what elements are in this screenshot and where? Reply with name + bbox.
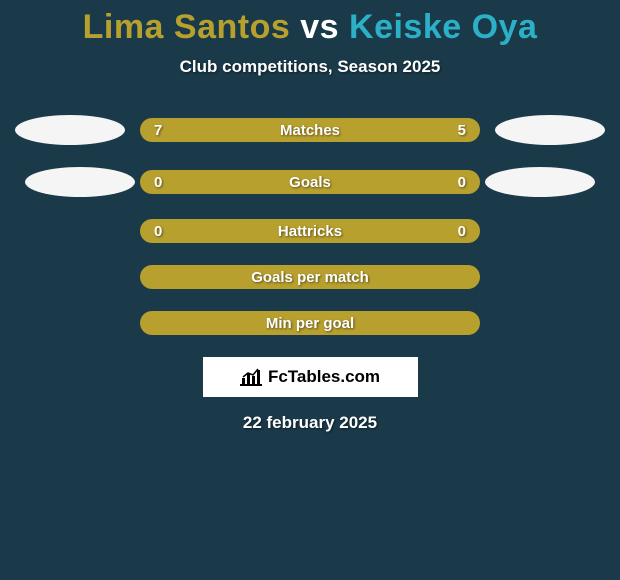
stat-row: Goals per match xyxy=(0,265,620,289)
bar-slot: Min per goal xyxy=(140,311,480,335)
stat-label: Min per goal xyxy=(266,315,354,332)
right-slot xyxy=(480,115,620,145)
bar-slot: Goals per match xyxy=(140,265,480,289)
right-slot xyxy=(480,167,620,197)
stat-row: 7 Matches 5 xyxy=(0,115,620,145)
stat-right-value: 0 xyxy=(458,174,466,191)
stat-rows: 7 Matches 5 0 Goals 0 0 Hattricks 0 Goals per mat… xyxy=(0,115,620,335)
stat-right-value: 5 xyxy=(458,122,466,139)
stat-bar: Min per goal xyxy=(140,311,480,335)
stat-bar: 0 Hattricks 0 xyxy=(140,219,480,243)
comparison-title: Lima Santos vs Keiske Oya xyxy=(0,0,620,47)
stat-bar: Goals per match xyxy=(140,265,480,289)
stat-bar: 0 Goals 0 xyxy=(140,170,480,194)
left-slot xyxy=(0,115,140,145)
vs-text: vs xyxy=(300,8,339,46)
player2-name: Keiske Oya xyxy=(349,8,537,46)
stat-right-value: 0 xyxy=(458,223,466,240)
logo-text: FcTables.com xyxy=(268,367,380,387)
left-slot xyxy=(0,167,140,197)
date-text: 22 february 2025 xyxy=(0,413,620,433)
logo-box: FcTables.com xyxy=(203,357,418,397)
bar-slot: 0 Hattricks 0 xyxy=(140,219,480,243)
subtitle: Club competitions, Season 2025 xyxy=(0,57,620,77)
stat-left-value: 0 xyxy=(154,223,162,240)
left-ellipse xyxy=(25,167,135,197)
stat-label: Matches xyxy=(280,122,340,139)
stat-label: Goals xyxy=(289,174,331,191)
left-ellipse xyxy=(15,115,125,145)
stat-label: Goals per match xyxy=(251,269,369,286)
stat-left-value: 7 xyxy=(154,122,162,139)
stat-bar: 7 Matches 5 xyxy=(140,118,480,142)
right-ellipse xyxy=(495,115,605,145)
bar-slot: 0 Goals 0 xyxy=(140,170,480,194)
stat-row: 0 Goals 0 xyxy=(0,167,620,197)
player1-name: Lima Santos xyxy=(83,8,291,46)
bar-chart-icon xyxy=(240,368,262,386)
bar-slot: 7 Matches 5 xyxy=(140,118,480,142)
stat-row: 0 Hattricks 0 xyxy=(0,219,620,243)
stat-row: Min per goal xyxy=(0,311,620,335)
right-ellipse xyxy=(485,167,595,197)
stat-left-value: 0 xyxy=(154,174,162,191)
stat-label: Hattricks xyxy=(278,223,342,240)
